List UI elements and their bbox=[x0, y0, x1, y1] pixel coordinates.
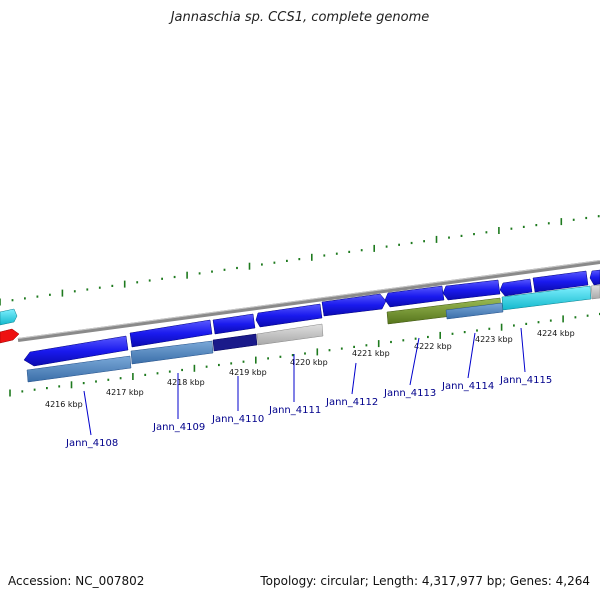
genome-summary-text: Topology: circular; Length: 4,317,977 bp… bbox=[260, 574, 590, 588]
gene-bar-steel-2[interactable] bbox=[130, 340, 214, 365]
ruler-label: 4218 kbp bbox=[167, 378, 205, 387]
gene-arrow-4112-fwd[interactable] bbox=[321, 293, 387, 317]
gene-arrow-4115-fwd[interactable] bbox=[499, 278, 533, 297]
ruler-label: 4219 kbp bbox=[229, 368, 267, 377]
gene-label-jann-4114[interactable]: Jann_4114 bbox=[441, 381, 494, 392]
gene-bar-gray-2[interactable] bbox=[590, 284, 600, 300]
gene-callout-lines bbox=[83, 327, 526, 436]
partial-red-gene[interactable] bbox=[0, 328, 20, 344]
ruler-labels: 4216 kbp 4217 kbp 4218 kbp 4219 kbp 4220… bbox=[45, 329, 575, 409]
gene-label-jann-4108[interactable]: Jann_4108 bbox=[65, 438, 118, 449]
gene-label-jann-4111[interactable]: Jann_4111 bbox=[268, 405, 321, 416]
upper-tick-row bbox=[0, 215, 600, 306]
gene-arrow-edge-fwd[interactable] bbox=[589, 269, 600, 286]
lower-tick-row bbox=[9, 312, 600, 397]
gene-arrow-4108-fwd[interactable] bbox=[23, 335, 129, 367]
map-title: Jannaschia sp. CCS1, complete genome bbox=[170, 10, 430, 25]
gene-arrow-4111-fwd[interactable] bbox=[255, 303, 323, 328]
gene-bar-cyan[interactable] bbox=[501, 285, 592, 311]
gene-label-jann-4112[interactable]: Jann_4112 bbox=[325, 397, 378, 408]
ruler-label: 4223 kbp bbox=[475, 335, 513, 344]
gene-label-jann-4110[interactable]: Jann_4110 bbox=[211, 414, 264, 425]
ruler-label: 4224 kbp bbox=[537, 329, 575, 338]
gene-label-jann-4115[interactable]: Jann_4115 bbox=[499, 375, 552, 386]
gene-arrow-extra-fwd[interactable] bbox=[532, 270, 589, 293]
gene-label-jann-4113[interactable]: Jann_4113 bbox=[383, 388, 436, 399]
gene-label-jann-4109[interactable]: Jann_4109 bbox=[152, 422, 205, 433]
genome-backbone bbox=[17, 260, 600, 342]
accession-text: Accession: NC_007802 bbox=[8, 574, 145, 588]
gene-arrow-4113-fwd[interactable] bbox=[384, 285, 445, 308]
gene-labels: Jann_4108 Jann_4109 Jann_4110 Jann_4111 … bbox=[65, 375, 552, 449]
gene-arrow-4109-fwd[interactable] bbox=[129, 319, 213, 348]
forward-strand-genes bbox=[23, 269, 600, 367]
ruler-label: 4217 kbp bbox=[106, 388, 144, 397]
gene-bar-steel-3[interactable] bbox=[445, 302, 504, 320]
ruler-label: 4221 kbp bbox=[352, 349, 390, 358]
gene-bar-steel-1[interactable] bbox=[26, 355, 132, 383]
reverse-strand-genes bbox=[26, 284, 600, 383]
ruler-label: 4216 kbp bbox=[45, 400, 83, 409]
ruler-label: 4220 kbp bbox=[290, 358, 328, 367]
gene-bar-gray-1[interactable] bbox=[256, 323, 324, 346]
gene-arrow-4114-fwd[interactable] bbox=[442, 279, 501, 301]
gene-bar-navy[interactable] bbox=[212, 333, 258, 352]
ruler-label: 4222 kbp bbox=[414, 342, 452, 351]
gene-arrow-4110-fwd[interactable] bbox=[212, 313, 256, 335]
partial-cyan-gene[interactable] bbox=[0, 308, 18, 326]
